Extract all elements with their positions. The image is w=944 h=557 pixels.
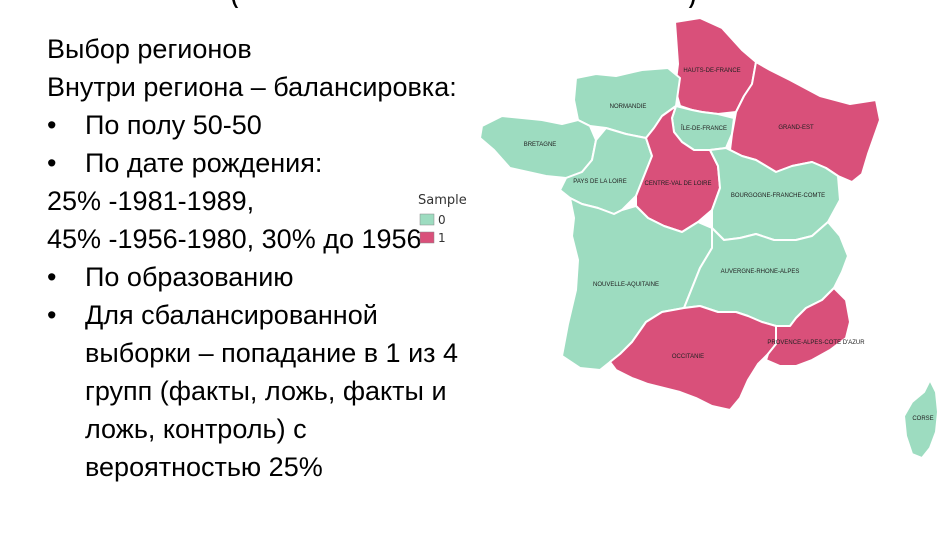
bullet-line: выборки – попадание в 1 из 4 <box>85 338 459 368</box>
legend-swatch-1 <box>419 231 435 244</box>
region-label: ÎLE-DE-FRANCE <box>680 125 727 132</box>
slide-title-fragment: () <box>230 0 710 8</box>
legend-label-1: 1 <box>438 231 446 245</box>
legend-title: Sample <box>418 193 467 208</box>
bullet-dot: • <box>47 262 57 292</box>
region-label: NOUVELLE-AQUITAINE <box>593 282 659 288</box>
region-label: HAUTS-DE-FRANCE <box>683 68 740 74</box>
region-label: PROVENCE-ALPES-COTE D'AZUR <box>767 340 865 346</box>
text-line-balancing: Внутри региона – балансировка: <box>47 72 457 102</box>
bullet-dot: • <box>47 300 57 330</box>
bullet-text: По полу 50-50 <box>85 110 262 140</box>
region-label: BOURGOGNE-FRANCHE-COMTE <box>731 193 825 199</box>
bullet-line: вероятностью 25% <box>85 452 323 482</box>
bullet-line: ложь, контроль) с <box>85 414 307 444</box>
title-paren-right: ) <box>687 0 698 8</box>
region-paca <box>765 287 851 367</box>
region-label: CENTRE-VAL DE LOIRE <box>644 181 711 187</box>
region-label: PAYS DE LA LOIRE <box>573 179 626 185</box>
region-label: AUVERGNE-RHONE-ALPES <box>721 269 800 275</box>
text-line-regions: Выбор регионов <box>47 34 252 64</box>
slide-text: Выбор регионов Внутри региона – балансир… <box>47 30 547 486</box>
legend-swatch-0 <box>419 213 435 226</box>
bullet-text: Для сбалансированной выборки – попадание… <box>85 296 458 486</box>
bullet-dot: • <box>47 148 57 178</box>
region-label: GRAND-EST <box>778 125 814 131</box>
bullet-education: • По образованию <box>47 258 547 296</box>
region-label: BRETAGNE <box>524 142 557 148</box>
legend-label-0: 0 <box>438 213 446 227</box>
bullet-text: По образованию <box>85 262 294 292</box>
map-legend: Sample 0 1 <box>418 193 467 245</box>
bullet-balanced-sample: • Для сбалансированной выборки – попадан… <box>47 296 547 486</box>
region-label: NORMANDIE <box>610 104 647 110</box>
bullet-line: групп (факты, ложь, факты и <box>85 376 447 406</box>
bullet-birthdate: • По дате рождения: <box>47 144 547 182</box>
bullet-line: Для сбалансированной <box>85 300 378 330</box>
age-line-2: 45% -1956-1980, 30% до 1956 <box>47 224 422 254</box>
bullet-dot: • <box>47 110 57 140</box>
bullet-gender: • По полу 50-50 <box>47 106 547 144</box>
region-corse <box>903 379 939 459</box>
title-paren-left: ( <box>230 0 241 8</box>
age-line-1: 25% -1981-1989, <box>47 186 255 216</box>
region-label: OCCITANIE <box>672 354 704 360</box>
region-label: CORSE <box>912 416 933 422</box>
bullet-text: По дате рождения: <box>85 148 323 178</box>
